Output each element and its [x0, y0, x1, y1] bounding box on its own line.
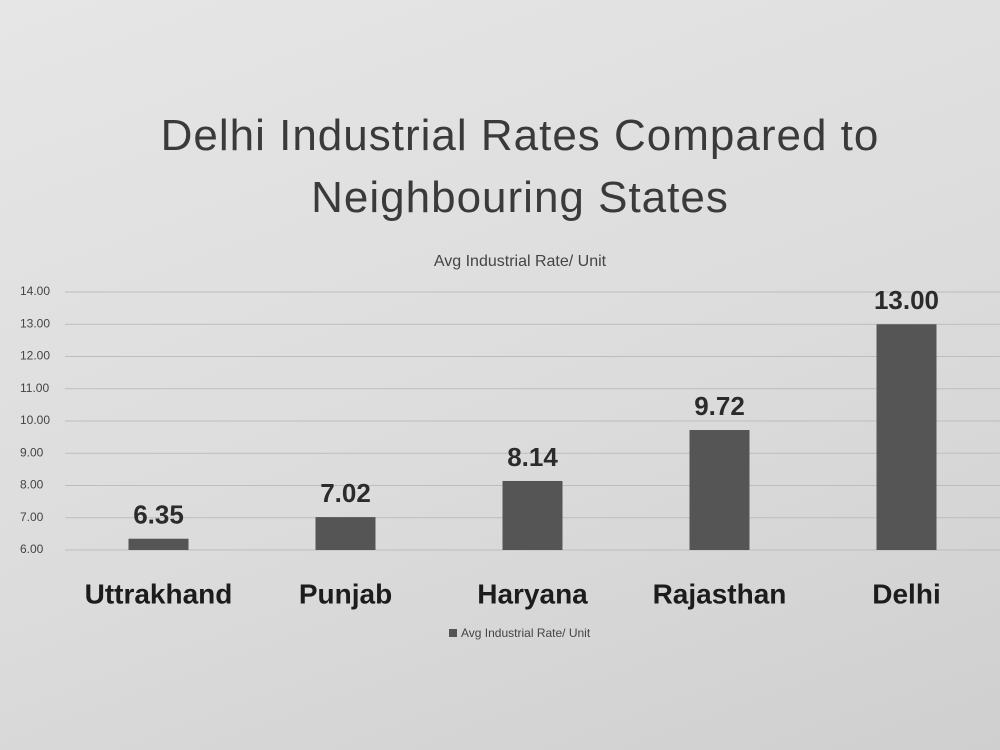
bar [502, 480, 563, 550]
value-label: 8.14 [507, 442, 558, 472]
value-label: 6.35 [133, 500, 184, 530]
x-tick-label: Uttrakhand [85, 578, 233, 609]
x-tick-label: Rajasthan [653, 578, 787, 609]
y-tick-label: 10.00 [20, 413, 50, 427]
y-tick-label: 7.00 [20, 510, 44, 524]
chart-title: Delhi Industrial Rates Compared to Neigh… [160, 111, 880, 222]
y-tick-label: 9.00 [20, 445, 44, 459]
y-tick-label: 11.00 [20, 381, 49, 395]
value-label: 13.00 [874, 285, 939, 315]
bar [315, 517, 376, 550]
y-tick-label: 12.00 [20, 349, 50, 363]
legend-label: Avg Industrial Rate/ Unit [461, 626, 591, 640]
bar [128, 538, 189, 550]
bar [689, 430, 750, 550]
legend-swatch [449, 629, 457, 637]
x-tick-label: Haryana [477, 578, 588, 609]
chart-subtitle: Avg Industrial Rate/ Unit [434, 253, 607, 270]
x-tick-label: Punjab [299, 578, 392, 609]
y-tick-label: 14.00 [20, 284, 50, 298]
value-label: 7.02 [320, 478, 371, 508]
y-tick-label: 6.00 [20, 542, 44, 556]
x-tick-label: Delhi [872, 578, 940, 609]
y-tick-label: 13.00 [20, 316, 50, 330]
value-label: 9.72 [694, 391, 745, 421]
y-tick-label: 8.00 [20, 478, 44, 492]
bar [876, 324, 937, 550]
